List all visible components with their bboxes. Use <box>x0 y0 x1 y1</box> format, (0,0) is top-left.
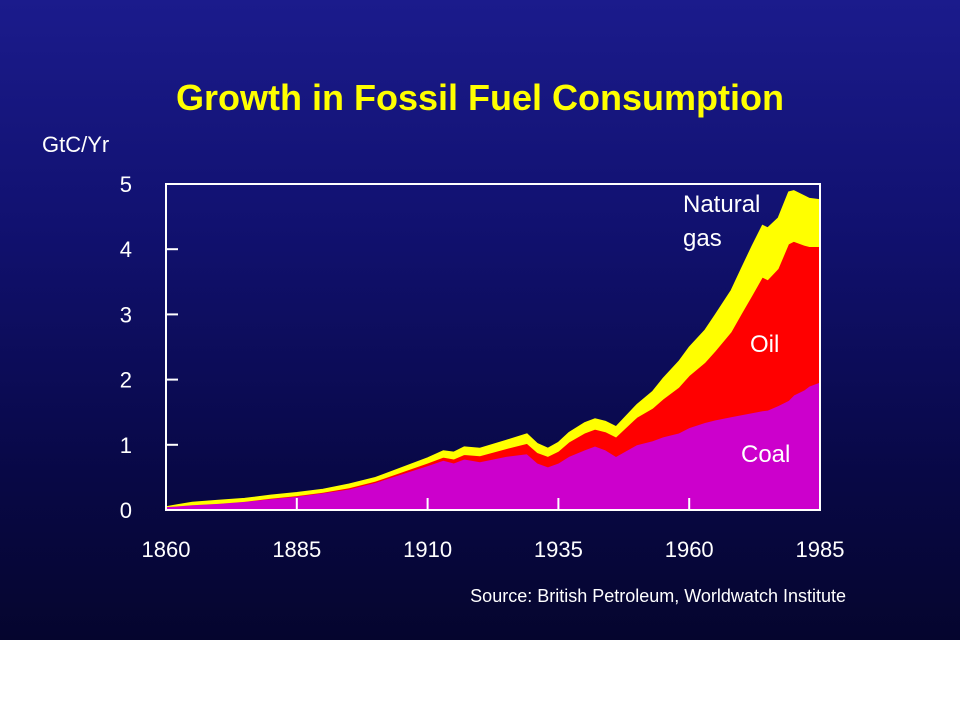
series-label-coal: Coal <box>741 441 790 468</box>
x-tick-label: 1985 <box>796 537 845 562</box>
x-tick-label: 1860 <box>142 537 191 562</box>
y-tick-label: 2 <box>120 368 132 393</box>
chart-svg: Growth in Fossil Fuel Consumption GtC/Yr… <box>42 77 846 606</box>
y-tick-label: 1 <box>120 433 132 458</box>
plot-frame <box>165 183 821 511</box>
y-axis-label: GtC/Yr <box>42 132 109 157</box>
series-label-natural: Natural <box>683 191 760 218</box>
source-text: Source: British Petroleum, Worldwatch In… <box>470 586 846 606</box>
x-tick-label: 1935 <box>534 537 583 562</box>
area-layers <box>165 190 821 511</box>
y-tick-label: 3 <box>120 302 132 327</box>
x-axis: 1860 1885 1910 1935 1960 1985 <box>142 498 845 562</box>
x-tick-label: 1885 <box>272 537 321 562</box>
x-tick-label: 1960 <box>665 537 714 562</box>
series-label-oil: Oil <box>750 331 779 358</box>
y-tick-label: 0 <box>120 498 132 523</box>
y-tick-label: 5 <box>120 172 132 197</box>
y-tick-label: 4 <box>120 237 132 262</box>
series-label-gas: gas <box>683 225 722 252</box>
slide: Growth in Fossil Fuel Consumption GtC/Yr… <box>0 0 960 640</box>
chart-title: Growth in Fossil Fuel Consumption <box>176 77 784 118</box>
x-tick-label: 1910 <box>403 537 452 562</box>
y-axis: 0 1 2 3 4 5 <box>120 172 178 523</box>
